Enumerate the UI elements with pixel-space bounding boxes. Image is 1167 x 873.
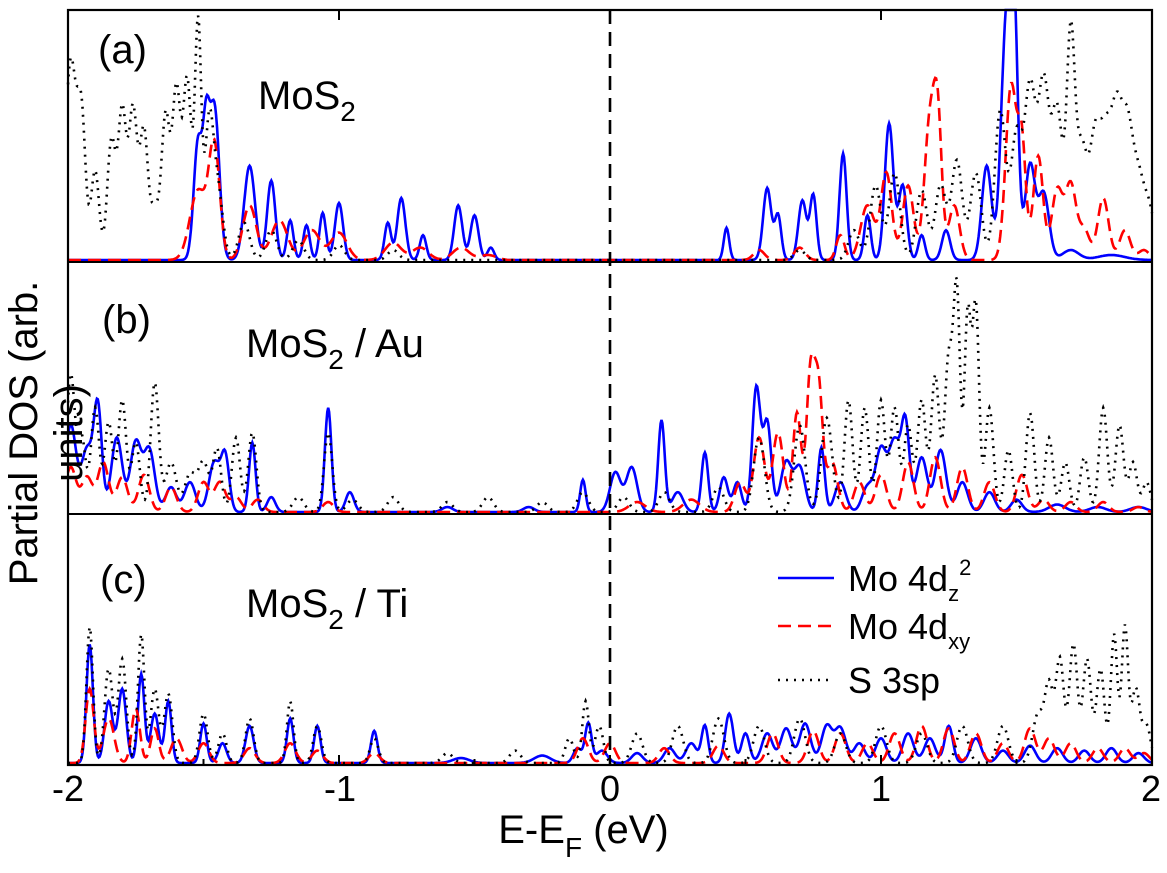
x-axis-label-unit: (eV) bbox=[593, 808, 669, 852]
material-suffix: / Ti bbox=[343, 582, 409, 626]
legend-sub: xy bbox=[948, 629, 971, 654]
panel-b-label: (b) bbox=[102, 298, 151, 342]
series-line bbox=[66, 15, 1154, 262]
x-axis-label: E-EF (eV) bbox=[0, 808, 1167, 863]
series-line bbox=[68, 685, 1153, 765]
x-tick-label: -2 bbox=[51, 768, 84, 809]
x-tick-label: -1 bbox=[323, 768, 356, 809]
series-line bbox=[66, 276, 1154, 514]
panel-c-label: (c) bbox=[100, 558, 147, 602]
material-sub: 2 bbox=[328, 604, 344, 635]
x-tick-label: 0 bbox=[599, 768, 621, 809]
legend-sub: z bbox=[948, 581, 960, 606]
legend-entry-mo-dxy: Mo 4dxy bbox=[848, 606, 970, 654]
series-line bbox=[66, 382, 1153, 514]
x-axis-label-sub: F bbox=[564, 832, 583, 863]
legend-sup: 2 bbox=[959, 555, 972, 580]
legend-entry-s-3sp: S 3sp bbox=[848, 660, 940, 702]
series-line bbox=[68, 8, 1152, 262]
panel-a-label: (a) bbox=[98, 28, 147, 72]
legend-prefix: Mo 4d bbox=[848, 606, 949, 647]
legend-entry-mo-dz2: Mo 4dz2 bbox=[848, 555, 972, 606]
material-sub: 2 bbox=[328, 344, 344, 375]
panel-b-material: MoS2 / Au bbox=[246, 322, 424, 375]
x-tick-label: 1 bbox=[870, 768, 892, 809]
legend-prefix: Mo 4d bbox=[848, 558, 949, 599]
material-base: MoS bbox=[246, 582, 329, 626]
material-sub: 2 bbox=[340, 96, 356, 127]
legend-prefix: S 3sp bbox=[848, 660, 941, 701]
x-axis-label-main: E-E bbox=[498, 808, 565, 852]
material-base: MoS bbox=[246, 322, 329, 366]
panel-c-material: MoS2 / Ti bbox=[246, 582, 409, 635]
material-suffix: / Au bbox=[343, 322, 424, 366]
panel-a-material: MoS2 bbox=[258, 74, 356, 127]
material-base: MoS bbox=[258, 74, 341, 118]
x-tick-label: 2 bbox=[1140, 768, 1162, 809]
y-axis-label: Partial DOS (arb. units) bbox=[2, 280, 91, 586]
